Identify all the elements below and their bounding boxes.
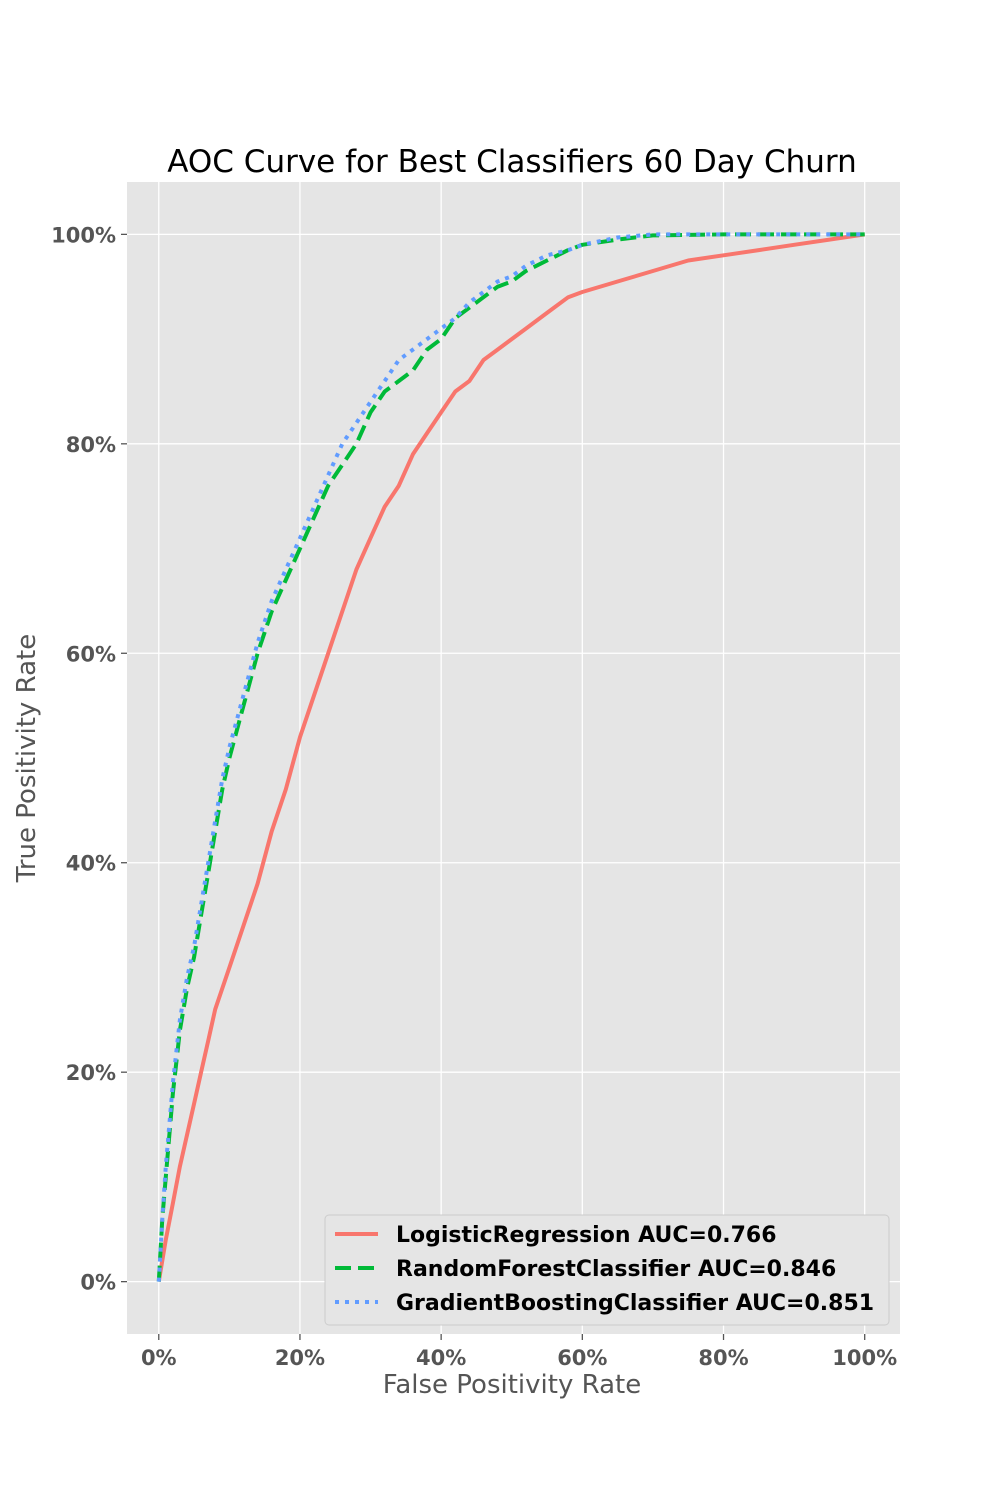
legend-label-3: GradientBoostingClassifier AUC=0.851 [396, 1291, 874, 1316]
chart-title: AOC Curve for Best Classifiers 60 Day Ch… [167, 144, 857, 180]
y-axis-title: True Positivity Rate [12, 634, 42, 883]
x-axis-title: False Positivity Rate [383, 1370, 641, 1400]
x-tick-label: 0% [141, 1346, 177, 1370]
y-tick-label: 40% [66, 852, 116, 876]
series-layer [156, 232, 865, 1282]
y-axis-ticks: 0% 20% 40% 60% 80% 100% [51, 223, 127, 1295]
y-tick-label: 60% [66, 642, 116, 666]
series-line-2 [156, 232, 865, 1282]
legend-box [324, 1214, 890, 1326]
x-tick-label: 80% [698, 1346, 748, 1370]
y-tick-label: 80% [66, 433, 116, 457]
y-tick-label: 0% [80, 1271, 116, 1295]
legend-label-1: LogisticRegression AUC=0.766 [396, 1223, 777, 1248]
legend: LogisticRegression AUC=0.766 RandomForest… [324, 1214, 890, 1326]
grid-lines [127, 182, 900, 1334]
series-line-1 [156, 232, 865, 1282]
x-axis-ticks: 0% 20% 40% 60% 80% 100% [141, 1334, 897, 1370]
x-tick-label: 20% [275, 1346, 325, 1370]
plot-area [127, 182, 900, 1334]
x-tick-label: 40% [416, 1346, 466, 1370]
y-tick-label: 100% [51, 223, 116, 247]
legend-label-2: RandomForestClassifier AUC=0.846 [396, 1257, 836, 1282]
y-tick-label: 20% [66, 1061, 116, 1085]
x-tick-label: 60% [557, 1346, 607, 1370]
x-tick-label: 100% [832, 1346, 897, 1370]
